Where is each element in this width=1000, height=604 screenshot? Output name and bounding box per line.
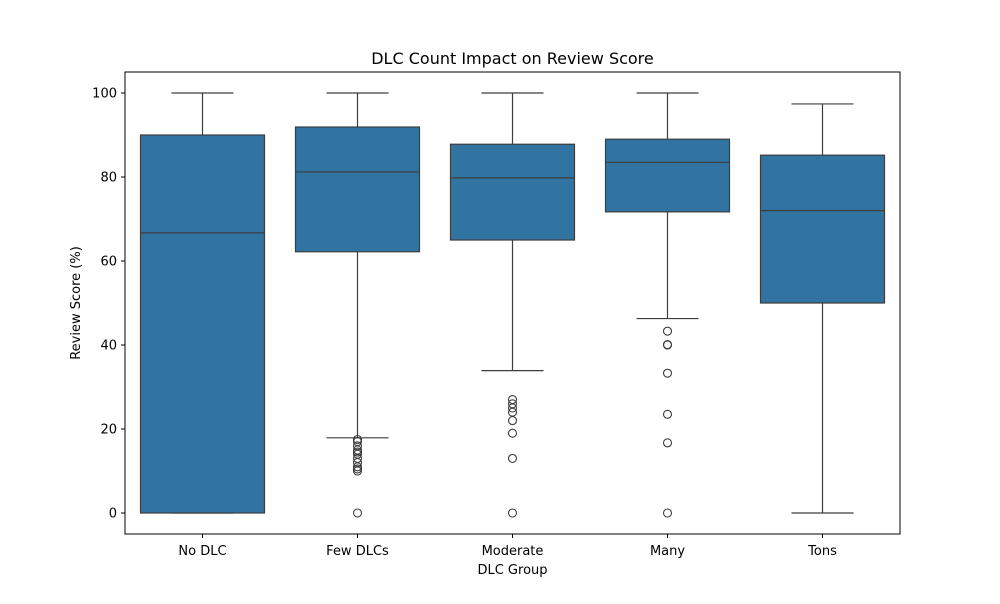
- box: [604, 138, 731, 213]
- x-tick-label: Many: [650, 544, 685, 559]
- outlier-point: [662, 340, 673, 350]
- outlier-point: [662, 368, 673, 378]
- x-tick-label: Tons: [807, 544, 837, 559]
- y-tick-label: 80: [100, 171, 117, 186]
- x-tick-label: Few DLCs: [326, 544, 389, 559]
- box-group: [604, 92, 731, 518]
- x-tick-label: Moderate: [482, 544, 544, 559]
- box: [449, 143, 576, 241]
- box-group: [139, 92, 266, 514]
- outlier-point: [352, 434, 363, 445]
- outlier-point: [352, 441, 363, 451]
- box-group: [449, 92, 576, 518]
- outlier-point: [507, 453, 518, 463]
- box: [294, 126, 421, 253]
- y-tick-label: 40: [100, 339, 117, 354]
- box: [139, 134, 266, 514]
- outlier-point: [507, 395, 518, 405]
- outlier-point: [662, 326, 673, 336]
- boxes-group: [139, 92, 886, 518]
- outlier-point: [507, 508, 518, 518]
- y-tick-label: 20: [100, 423, 117, 438]
- outlier-point: [352, 508, 363, 518]
- outlier-point: [662, 508, 673, 518]
- box-group: [294, 92, 421, 518]
- x-axis-label: DLC Group: [477, 563, 547, 578]
- outlier-point: [507, 399, 518, 409]
- x-tick-label: No DLC: [178, 544, 226, 559]
- box-group: [759, 103, 886, 514]
- outlier-point: [662, 409, 673, 419]
- chart-title: DLC Count Impact on Review Score: [371, 49, 654, 68]
- outlier-point: [662, 438, 673, 448]
- box: [759, 154, 886, 304]
- y-tick-label: 60: [100, 255, 117, 270]
- plot-frame: [124, 71, 901, 535]
- outlier-point: [507, 416, 518, 426]
- y-tick-label: 100: [92, 87, 117, 102]
- y-tick-label: 0: [109, 507, 117, 522]
- x-axis-ticks: No DLC Few DLCs Moderate Many Tons: [178, 534, 837, 559]
- y-axis-ticks: 0 20 40 60 80 100: [92, 87, 125, 522]
- y-axis-label: Review Score (%): [69, 246, 84, 360]
- outlier-point: [507, 428, 518, 438]
